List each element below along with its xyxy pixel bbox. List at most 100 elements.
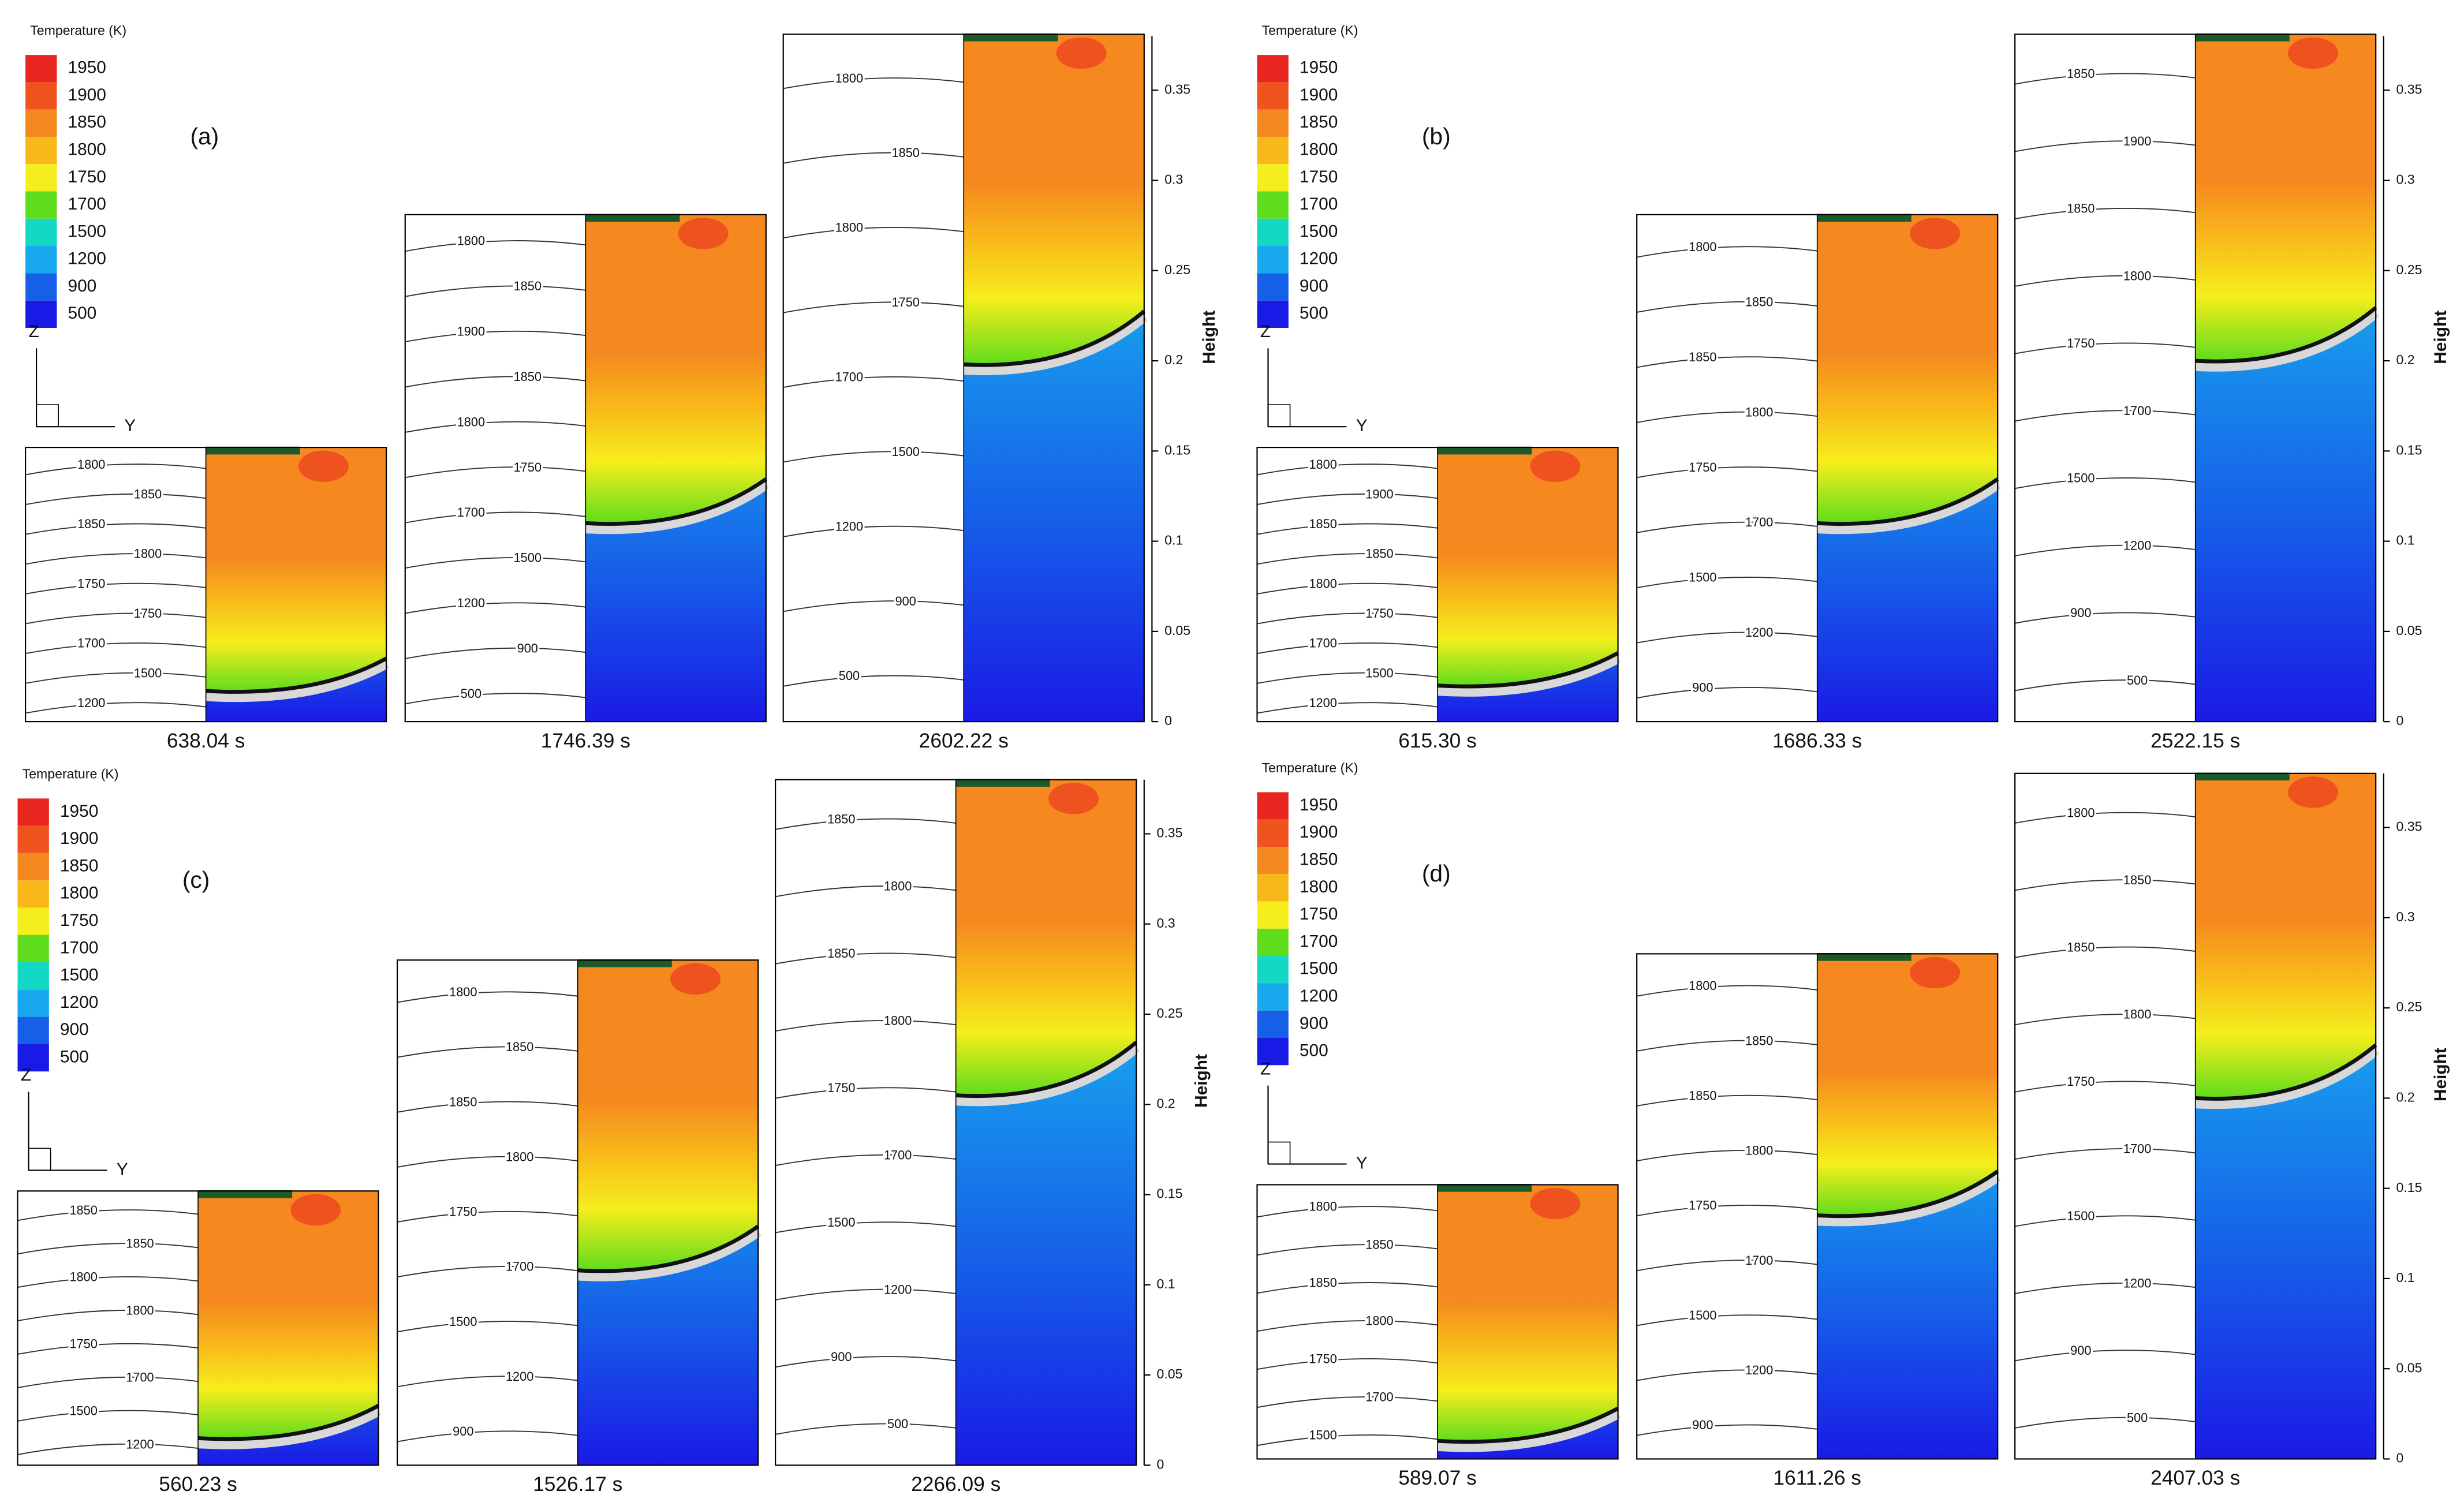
contour-line [783,376,964,388]
y-axis-title: Height [1192,1054,1211,1108]
interface [1817,477,1999,526]
contour-label: 1800 [506,1149,533,1164]
y-tick-label: 0 [1157,1456,1164,1471]
contour-line [2014,946,2196,958]
contour-line [783,525,964,537]
colorbar-label: 1800 [1300,140,1338,159]
interface [585,477,767,526]
y-tick-label: 0.35 [1157,825,1183,840]
contour-label: 1850 [1365,547,1393,561]
time-label: 2407.03 s [2151,1467,2240,1489]
contour-line [783,226,964,239]
y-tick-label: 0.3 [2396,909,2415,924]
colorbar-swatch [1257,82,1289,110]
colorbar-label: 900 [1300,1014,1328,1033]
contour-label: 1800 [449,985,477,999]
y-tick-label: 0.3 [1164,172,1183,187]
time-label: 1611.26 s [1773,1467,1861,1489]
triad-z: Z [21,1066,31,1085]
contour-line [25,672,206,684]
mushy-band [1437,653,1621,697]
colorbar-swatch [1257,191,1289,219]
contour-line [1636,1424,1817,1436]
contour-line [405,511,586,524]
hot-spot [1910,956,1961,989]
colorbar-label: 900 [60,1020,89,1039]
contour-label: 500 [2127,673,2148,687]
contour-line [397,991,578,1003]
colorbar-swatch [1257,901,1289,929]
contour-line [1636,356,1817,368]
contour-label: 900 [453,1424,473,1438]
colorbar-swatch [1257,983,1289,1011]
colorbar-label: 1900 [60,829,98,848]
contour-label: 1850 [1309,1276,1336,1290]
y-tick-label: 0.1 [1164,533,1183,548]
time-label: 2522.15 s [2151,730,2240,752]
contour-label: 1850 [2123,873,2151,887]
colorbar-label: 1950 [68,58,106,77]
colorbar-swatch [25,246,57,274]
colorbar-label: 900 [1300,276,1328,296]
contour-label: 1800 [2123,268,2151,283]
contour-label: 1850 [827,812,855,826]
contour-label: 1500 [1689,570,1716,585]
triad-y: Y [124,416,136,435]
contour-line [405,602,586,614]
contour-line [2014,612,2196,624]
colorbar-label: 500 [1300,304,1328,323]
contour-label: 1850 [1365,1238,1393,1252]
colorbar-swatch [1257,819,1289,847]
contour-line [775,885,956,898]
hot-spot [2288,776,2338,808]
contour-line [1636,1260,1817,1272]
contour-line [1257,493,1438,505]
contour-line [783,675,964,687]
time-label: 589.07 s [1398,1467,1477,1489]
mushy-band [577,1226,761,1281]
contour-line [17,1443,199,1455]
mushy-band [585,479,770,535]
contour-line [405,376,586,388]
contour-label: 1750 [827,1081,855,1095]
contour-label: 1700 [126,1370,154,1384]
contour-label: 1850 [514,279,542,293]
contour-line [2014,73,2196,85]
contour-label: 1500 [1365,666,1393,680]
contour-label: 1200 [884,1282,912,1296]
contour-line [2014,679,2196,692]
contour-label: 1850 [892,145,920,160]
contour-label: 1750 [1365,606,1393,621]
contour-line [17,1309,199,1322]
contour-label: 1700 [1745,1253,1773,1268]
y-tick-label: 0.05 [1157,1366,1183,1381]
contour-label: 1500 [1309,1428,1336,1443]
contour-line [405,556,586,569]
contour-line [17,1276,199,1288]
contour-label: 1700 [1309,636,1336,651]
colorbar-swatch [17,853,49,881]
hot-spot [1910,218,1961,249]
colorbar-label: 1850 [1300,850,1338,869]
contour-label: 1900 [457,324,485,339]
colorbar-label: 1200 [1300,249,1338,268]
contour-line [1257,1358,1438,1370]
colorbar-swatch [1257,273,1289,301]
contour-line [1636,577,1817,589]
contour-line [25,582,206,595]
contour-label: 900 [1692,1418,1713,1432]
contour-label: 1800 [126,1303,154,1318]
triad-box [36,404,59,428]
colorbar-swatch [1257,847,1289,875]
contour-label: 900 [517,641,538,655]
contour-line [397,1156,578,1168]
contour-line [775,952,956,965]
contour-line [25,642,206,655]
colorbar-swatch [17,880,49,908]
contour-label: 1850 [1689,1088,1716,1103]
colorbar-swatch [25,55,57,83]
triad-box [28,1148,51,1171]
contour-label: 900 [2070,606,2091,620]
colorbar-swatch [25,164,57,192]
contour-label: 1800 [884,1014,912,1028]
